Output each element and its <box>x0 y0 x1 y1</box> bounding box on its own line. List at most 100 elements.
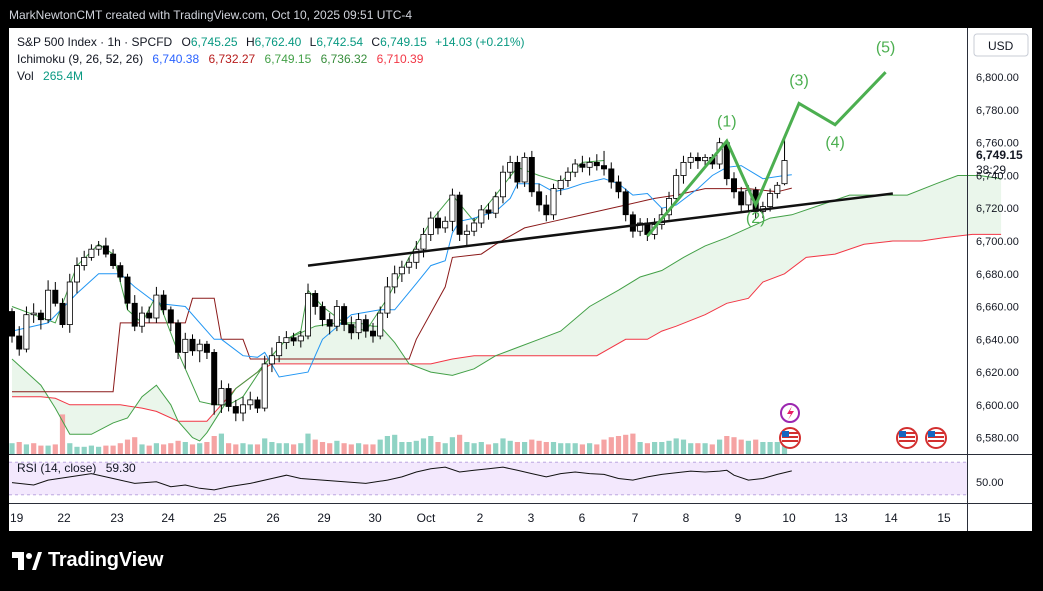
candle-up <box>557 179 564 189</box>
rsi-band <box>9 462 967 495</box>
volume-bar <box>774 442 780 454</box>
time-tick-label: 13 <box>834 511 848 525</box>
candle-up <box>333 306 340 327</box>
volume-bar <box>608 437 614 454</box>
attribution-bar: MarkNewtonCMT created with TradingView.c… <box>0 0 1043 28</box>
us-flag-icon[interactable] <box>779 427 801 449</box>
currency-box[interactable] <box>973 33 1029 57</box>
candle-up <box>239 404 246 414</box>
ichimoku-value-3: 6,749.15 <box>265 52 312 66</box>
candle-up <box>268 355 275 365</box>
wave-label: (4) <box>825 135 845 152</box>
volume-bar <box>182 442 188 454</box>
chart-panel[interactable]: (1) (2) (3) (4) (5) USD 6,749.15 38:29 50.00… <box>9 28 1032 531</box>
volume-bar <box>449 437 455 454</box>
volume-bar <box>457 434 463 454</box>
candle-down <box>254 399 261 409</box>
time-axis[interactable]: 19 22 23 24 25 26 29 30 Oct 2 3 6 7 8 9 10 13 14 15 <box>10 511 951 525</box>
volume-bar <box>370 444 376 454</box>
volume-bar <box>753 439 759 454</box>
candle-up <box>398 266 405 275</box>
volume-bar <box>377 439 383 454</box>
ohlc-o-value: 6,745.25 <box>191 35 238 49</box>
rsi-pane[interactable] <box>9 461 967 496</box>
ichimoku-value-5: 6,710.39 <box>377 52 424 66</box>
volume-bar <box>731 437 737 454</box>
volume-bar <box>197 443 203 454</box>
candle-down <box>514 161 521 183</box>
volume-bar <box>276 443 282 454</box>
candle-down <box>232 406 239 414</box>
price-tick-label: 6,760.00 <box>976 138 1019 150</box>
tradingview-logo[interactable]: TradingView <box>12 549 163 572</box>
volume-bar <box>175 440 181 454</box>
cloud-fill <box>12 175 1002 441</box>
volume-bar <box>283 443 289 454</box>
candle-down <box>9 311 15 337</box>
price-tick-label: 6,640.00 <box>976 334 1019 346</box>
candle-up <box>680 161 687 176</box>
rsi-value: 59.30 <box>106 461 136 475</box>
candle-up <box>637 222 644 232</box>
us-flag-icon[interactable] <box>925 427 947 449</box>
bolt-icon <box>787 406 794 420</box>
candle-up <box>471 222 478 232</box>
volume-bar <box>153 443 159 454</box>
time-tick-label: 10 <box>782 511 796 525</box>
volume-bar <box>399 442 405 454</box>
ichimoku-value-1: 6,740.38 <box>152 52 199 66</box>
candle-down <box>543 204 550 216</box>
volume-bar <box>745 440 751 454</box>
candle-up <box>23 314 30 350</box>
time-tick-label: 24 <box>161 511 175 525</box>
volume-bar <box>305 433 311 454</box>
wave-label: (5) <box>876 40 896 57</box>
chart-svg[interactable]: (1) (2) (3) (4) (5) USD 6,749.15 38:29 50.00… <box>9 28 1032 531</box>
legend-row-volume: Vol 265.4M <box>17 69 83 83</box>
candle-up <box>449 194 456 222</box>
candle-down <box>102 245 109 255</box>
candle-down <box>601 165 608 170</box>
time-tick-label: Oct <box>417 511 436 525</box>
chart-legend[interactable]: S&P 500 Index · 1h · SPCFD O6,745.25 H6,… <box>17 35 525 475</box>
candle-down <box>124 276 131 304</box>
volume-bar <box>189 444 196 454</box>
last-price-label: 6,749.15 <box>976 148 1023 162</box>
volume-bar <box>543 442 549 454</box>
candle-down <box>434 217 441 229</box>
price-axis[interactable]: USD 6,749.15 38:29 50.00 6,580.00 6,600.0… <box>973 33 1029 489</box>
candle-down <box>326 319 333 327</box>
time-tick-label: 7 <box>632 511 639 525</box>
volume-bar <box>254 444 261 454</box>
volume-bar <box>211 436 217 454</box>
candle-up <box>564 171 571 181</box>
time-tick-label: 8 <box>683 511 690 525</box>
us-flag-icon[interactable] <box>896 427 918 449</box>
volume-bar <box>637 442 643 454</box>
rsi-line <box>11 466 792 491</box>
volume-bar <box>673 438 679 454</box>
volume-bar <box>493 443 499 454</box>
candle-down <box>319 306 326 321</box>
price-tick-label: 6,780.00 <box>976 105 1019 117</box>
volume-bars <box>9 414 788 454</box>
volume-bar <box>579 444 585 454</box>
candle-down <box>175 322 182 353</box>
volume-bar <box>550 442 557 454</box>
candle-up <box>196 343 203 352</box>
volume-bar <box>45 445 51 454</box>
ichimoku-value-4: 6,736.32 <box>321 52 368 66</box>
candle-up <box>138 312 145 327</box>
volume-bar <box>52 444 58 454</box>
time-tick-label: 9 <box>735 511 742 525</box>
candle-up <box>247 399 254 406</box>
volume-bar <box>88 445 94 454</box>
elliott-wave-path <box>646 71 887 238</box>
time-tick-label: 6 <box>579 511 586 525</box>
volume-bar <box>67 443 73 454</box>
volume-bar <box>124 439 131 454</box>
rsi-legend: RSI (14, close) 59.30 <box>17 461 136 475</box>
candle-up <box>478 209 485 224</box>
volume-bar <box>233 444 239 454</box>
candle-up <box>88 248 95 258</box>
